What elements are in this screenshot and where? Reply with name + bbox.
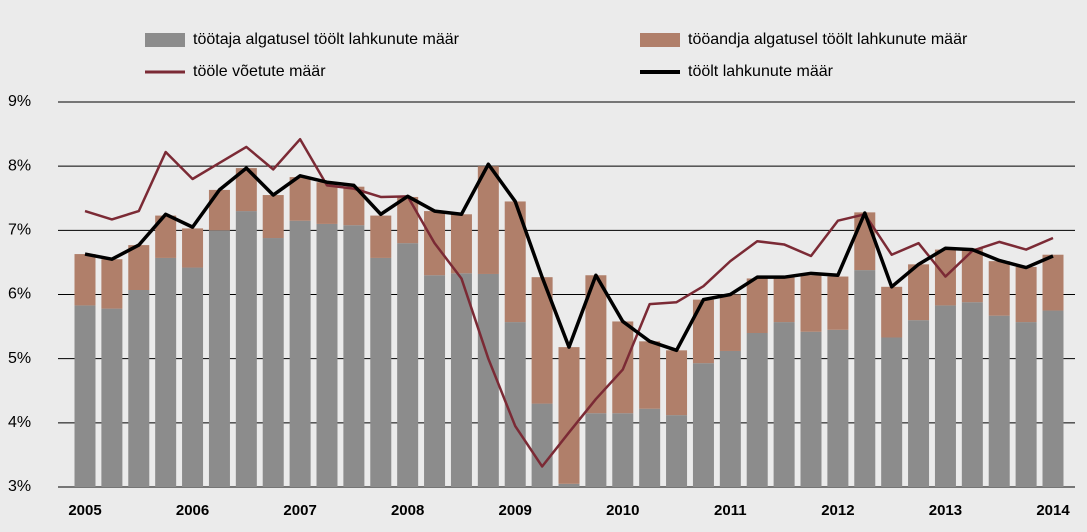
x-tick-label: 2010 — [606, 502, 639, 519]
bar — [235, 168, 257, 212]
bar — [558, 483, 580, 487]
bar — [881, 337, 903, 487]
bar — [666, 350, 688, 416]
y-tick-label: 8% — [8, 157, 31, 174]
bar — [289, 220, 311, 488]
bar — [262, 238, 284, 487]
bar — [988, 261, 1010, 316]
legend-label: tööle võetute määr — [193, 63, 326, 80]
bar — [289, 177, 311, 221]
bar — [424, 275, 446, 487]
y-tick-label: 6% — [8, 286, 31, 303]
bar — [692, 299, 714, 364]
bar — [74, 305, 96, 487]
bar — [155, 257, 177, 487]
bar — [477, 273, 499, 487]
bar — [558, 347, 580, 484]
bar — [316, 223, 338, 487]
bar — [800, 275, 822, 332]
bar — [235, 211, 257, 488]
bar — [74, 254, 96, 306]
bar — [639, 341, 661, 409]
bar — [504, 201, 526, 323]
bar — [746, 333, 768, 487]
bar — [773, 322, 795, 487]
bar — [908, 264, 930, 321]
bar — [316, 182, 338, 224]
bar — [343, 186, 365, 226]
legend-swatch — [145, 33, 185, 47]
line — [84, 137, 1054, 468]
bar — [827, 276, 849, 330]
x-tick-label: 2009 — [499, 502, 532, 519]
x-tick-label: 2014 — [1036, 502, 1070, 519]
x-tick-label: 2011 — [714, 502, 747, 519]
bar — [585, 275, 607, 414]
bar — [397, 196, 419, 244]
bar — [1015, 266, 1037, 323]
y-tick-label: 9% — [8, 93, 31, 110]
bar — [908, 320, 930, 487]
bar — [128, 245, 150, 291]
bar — [370, 215, 392, 258]
y-tick-label: 3% — [8, 478, 31, 495]
bar — [397, 243, 419, 487]
bar — [746, 278, 768, 333]
bar — [934, 305, 956, 487]
x-tick-label: 2012 — [821, 502, 854, 519]
bar — [1015, 322, 1037, 487]
bar — [719, 350, 741, 487]
bar — [370, 257, 392, 487]
bar — [719, 294, 741, 351]
x-tick-label: 2006 — [176, 502, 209, 519]
bar — [101, 308, 123, 487]
bar — [182, 228, 204, 268]
y-tick-label: 5% — [8, 350, 31, 367]
x-tick-label: 2005 — [68, 502, 101, 519]
bar — [585, 413, 607, 487]
x-tick-label: 2013 — [929, 502, 962, 519]
bar — [666, 415, 688, 487]
bar — [854, 270, 876, 487]
bar — [128, 290, 150, 487]
bar — [961, 248, 983, 303]
bar — [773, 276, 795, 323]
x-tick-label: 2007 — [283, 502, 316, 519]
bar — [450, 273, 472, 487]
bar — [343, 225, 365, 487]
bar — [531, 277, 553, 404]
bar — [854, 212, 876, 271]
bar — [182, 267, 204, 487]
y-tick-label: 4% — [8, 414, 31, 431]
legend-label: töötaja algatusel töölt lahkunute määr — [193, 31, 460, 48]
bar — [639, 408, 661, 487]
bar — [1042, 254, 1064, 311]
y-tick-label: 7% — [8, 222, 31, 239]
bar — [208, 230, 230, 488]
legend-label: töölt lahkunute määr — [688, 63, 834, 80]
bar — [262, 195, 284, 239]
bar — [101, 259, 123, 309]
bar — [450, 214, 472, 274]
bar — [692, 363, 714, 487]
line — [84, 162, 1054, 353]
bar — [961, 302, 983, 487]
bar — [208, 189, 230, 231]
bar — [881, 286, 903, 338]
bar — [155, 215, 177, 258]
bar — [1042, 310, 1064, 487]
bar — [477, 166, 499, 274]
bar — [504, 322, 526, 487]
bar — [827, 329, 849, 487]
bar — [988, 315, 1010, 487]
legend-swatch — [640, 33, 680, 47]
legend-label: tööandja algatusel töölt lahkunute määr — [688, 31, 968, 48]
bar — [531, 403, 553, 487]
bar — [612, 413, 634, 487]
bar — [800, 331, 822, 487]
x-tick-label: 2008 — [391, 502, 424, 519]
